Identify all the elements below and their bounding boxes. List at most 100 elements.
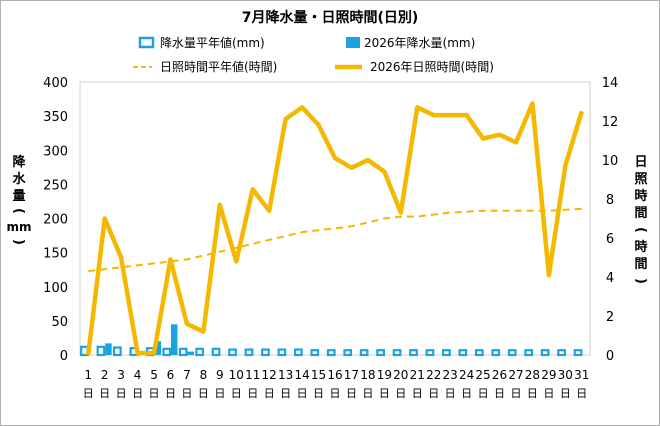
- legend-rain-swatch: [346, 37, 360, 48]
- x-tick-label: 23: [443, 368, 458, 382]
- x-tick-suffix: 日: [280, 387, 291, 400]
- normal-rain-bar: [310, 349, 320, 357]
- rain-bar: [105, 343, 112, 355]
- x-tick-label: 19: [377, 368, 392, 382]
- normal-rain-bar: [359, 349, 369, 357]
- x-tick-suffix: 日: [116, 387, 127, 400]
- normal-rain-bar: [376, 349, 385, 357]
- right-axis: 0 2 4 6 8 10 12 14: [602, 76, 619, 364]
- left-tick-label: 200: [43, 213, 68, 228]
- x-tick-label: 14: [294, 368, 309, 382]
- right-axis-title-char: 日: [634, 155, 647, 170]
- x-tick-suffix: 日: [510, 387, 521, 400]
- normal-rain-bar: [458, 349, 468, 357]
- normal-rain-bar: [293, 348, 303, 357]
- legend-normal-rain-label: 降水量平年値(mm): [160, 35, 265, 50]
- x-tick-suffix: 日: [445, 387, 456, 400]
- normal-rain-bar: [442, 349, 451, 357]
- normal-rain-bar: [474, 349, 484, 357]
- x-tick-label: 12: [262, 368, 277, 382]
- normal-rain-bar: [211, 347, 221, 357]
- right-tick-label: 6: [606, 232, 614, 247]
- plot-area: [79, 81, 591, 356]
- legend: 降水量平年値(mm) 2026年降水量(mm) 日照時間平年値(時間) 2026年日照…: [133, 35, 494, 74]
- normal-rain-bar: [425, 349, 435, 357]
- normal-rain-bar: [409, 349, 418, 357]
- left-axis-title-char: (: [11, 208, 26, 214]
- x-tick-suffix: 日: [576, 387, 587, 400]
- normal-rain-bar: [507, 349, 517, 357]
- normal-rain-bar: [557, 349, 566, 357]
- right-tick-label: 2: [606, 310, 614, 325]
- x-tick-suffix: 日: [264, 387, 275, 400]
- left-axis-title-char: ): [11, 239, 26, 245]
- x-tick-label: 18: [360, 368, 375, 382]
- normal-rain-bar: [228, 348, 237, 357]
- left-axis-title-char: 水: [12, 171, 26, 187]
- x-tick-label: 6: [167, 368, 175, 382]
- x-tick-suffix: 日: [198, 387, 209, 400]
- right-axis-title-char: ): [633, 278, 648, 284]
- normal-rain-bar: [244, 348, 254, 357]
- x-tick-label: 30: [558, 368, 573, 382]
- normal-rain-bar: [96, 345, 106, 357]
- right-tick-label: 4: [606, 271, 614, 286]
- x-tick-label: 29: [541, 368, 556, 382]
- left-tick-label: 100: [43, 281, 68, 296]
- normal-rain-bar: [540, 349, 550, 357]
- x-tick-label: 27: [508, 368, 523, 382]
- rain-bar: [170, 324, 178, 355]
- x-tick-label: 17: [344, 368, 359, 382]
- normal-rain-bar: [491, 349, 501, 357]
- right-axis-title-char: 時: [634, 239, 647, 255]
- x-tick-label: 7: [183, 368, 191, 382]
- legend-rain-label: 2026年降水量(mm): [364, 36, 475, 50]
- left-tick-label: 350: [43, 110, 68, 125]
- right-axis-title-char: 時: [634, 188, 647, 204]
- right-axis-title: 日照時間(時間): [633, 155, 648, 284]
- normal-rain-bar: [277, 348, 287, 357]
- right-tick-label: 14: [602, 76, 619, 91]
- right-axis-title-char: 間: [634, 206, 647, 221]
- left-tick-label: 50: [51, 315, 68, 330]
- x-tick-suffix: 日: [297, 387, 308, 400]
- normal-rain-bar: [573, 349, 583, 357]
- x-tick-suffix: 日: [478, 387, 489, 400]
- x-tick-label: 10: [229, 368, 244, 382]
- x-tick-suffix: 日: [83, 387, 94, 400]
- x-tick-label: 9: [216, 368, 224, 382]
- left-tick-label: 300: [43, 144, 68, 159]
- x-tick-suffix: 日: [330, 387, 341, 400]
- left-axis-title-char: 量: [12, 189, 25, 204]
- x-tick-suffix: 日: [313, 387, 324, 400]
- x-tick-suffix: 日: [461, 387, 472, 400]
- x-tick-label: 5: [150, 368, 158, 382]
- right-axis-title-char: (: [633, 227, 648, 233]
- normal-rain-bar: [178, 347, 188, 357]
- x-tick-suffix: 日: [132, 387, 143, 400]
- normal-rain-bar: [343, 349, 353, 357]
- x-tick-label: 16: [327, 368, 342, 382]
- left-axis-title-char: 降: [12, 154, 26, 170]
- left-tick-label: 0: [60, 349, 68, 364]
- normal-rain-bar: [162, 347, 172, 357]
- right-axis-title-char: 間: [634, 257, 647, 272]
- x-tick-suffix: 日: [247, 387, 258, 400]
- right-tick-label: 10: [602, 154, 619, 169]
- x-tick-label: 24: [459, 368, 474, 382]
- left-tick-label: 400: [43, 76, 68, 91]
- x-tick-label: 22: [426, 368, 441, 382]
- legend-sunshine-label: 2026年日照時間(時間): [370, 60, 494, 74]
- x-tick-label: 1: [84, 368, 92, 382]
- x-tick-label: 21: [410, 368, 425, 382]
- x-tick-suffix: 日: [231, 387, 242, 400]
- normal-rain-bar: [326, 349, 336, 357]
- x-tick-suffix: 日: [379, 387, 390, 400]
- chart-title: 7月降水量・日照時間(日別): [242, 9, 419, 26]
- legend-normal-rain-swatch: [138, 36, 155, 49]
- x-tick-suffix: 日: [494, 387, 505, 400]
- x-tick-label: 8: [200, 368, 208, 382]
- left-axis-title: 降水量 (mm): [6, 154, 31, 245]
- x-tick-label: 15: [311, 368, 326, 382]
